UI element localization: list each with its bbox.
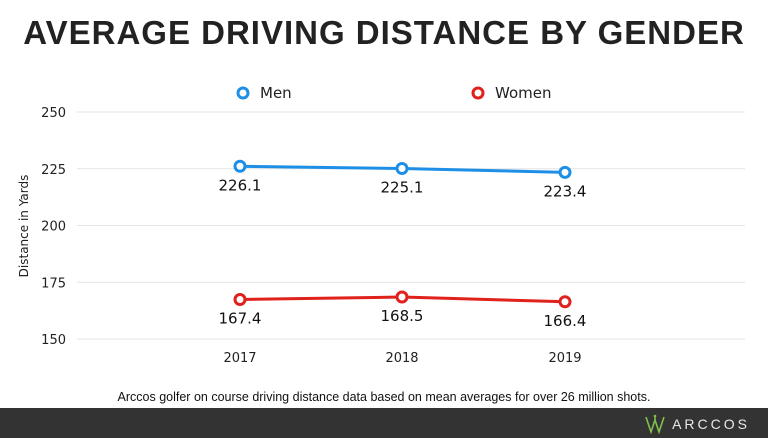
- x-tick-label: 2017: [223, 351, 256, 366]
- legend-label: Men: [260, 84, 292, 102]
- data-point: [558, 295, 572, 309]
- brand: ARCCOS: [644, 414, 750, 434]
- x-tick-label: 2019: [548, 351, 581, 366]
- data-point: [233, 159, 247, 173]
- x-tick-label: 2018: [385, 351, 418, 366]
- y-tick-label: 175: [41, 276, 66, 291]
- data-label: 166.4: [544, 312, 587, 330]
- brand-name: ARCCOS: [672, 416, 750, 432]
- y-tick-label: 250: [41, 106, 66, 121]
- data-label: 225.1: [381, 179, 424, 197]
- data-point: [395, 162, 409, 176]
- chart-title: AVERAGE DRIVING DISTANCE BY GENDER: [23, 14, 745, 51]
- arccos-logo-icon: [645, 414, 665, 434]
- data-point: [558, 165, 572, 179]
- footer-bar: ARCCOS: [0, 408, 768, 438]
- legend-marker: [471, 86, 485, 100]
- data-label: 223.4: [544, 182, 587, 200]
- legend-label: Women: [495, 84, 551, 102]
- legend-marker: [236, 86, 250, 100]
- data-label: 226.1: [219, 176, 262, 194]
- data-label: 168.5: [381, 307, 424, 325]
- data-point: [233, 293, 247, 307]
- y-tick-label: 150: [41, 333, 66, 348]
- y-tick-label: 200: [41, 220, 66, 235]
- data-label: 167.4: [219, 310, 262, 328]
- y-axis-label: Distance in Yards: [17, 175, 31, 278]
- footnote: Arccos golfer on course driving distance…: [117, 390, 651, 404]
- data-point: [395, 290, 409, 304]
- y-tick-label: 225: [41, 163, 66, 178]
- line-chart: 150 175 200 225 250 2017 2018 2019 Distance in Y…: [17, 84, 745, 366]
